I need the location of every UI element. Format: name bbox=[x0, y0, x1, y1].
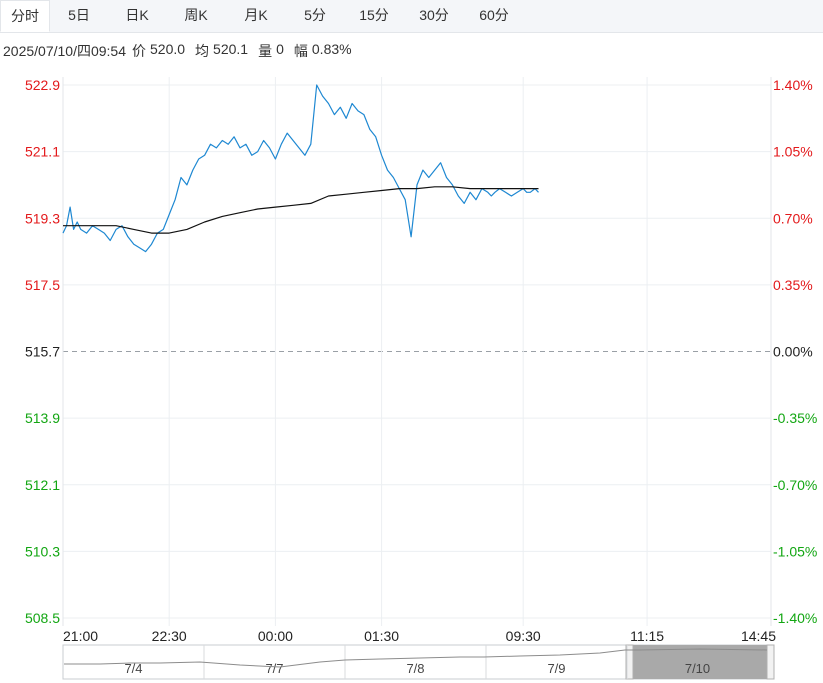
y-axis-label-right: -1.05% bbox=[773, 543, 817, 559]
tab-monthly-k[interactable]: 月K bbox=[244, 7, 268, 23]
y-axis-label-left: 522.9 bbox=[25, 77, 60, 93]
info-price-value: 520.0 bbox=[150, 41, 186, 57]
y-axis-label-right: 0.35% bbox=[773, 277, 813, 293]
y-axis-label-right: -0.70% bbox=[773, 477, 817, 493]
navigator-right-handle[interactable] bbox=[766, 644, 775, 680]
info-avg-value: 520.1 bbox=[213, 41, 249, 57]
y-axis-label-left: 513.9 bbox=[25, 410, 60, 426]
y-axis-label-left: 508.5 bbox=[25, 610, 60, 626]
info-avg-label: 均 bbox=[195, 43, 210, 59]
y-axis-label-right: 0.00% bbox=[773, 344, 813, 360]
info-volume-value: 0 bbox=[276, 41, 284, 57]
y-axis-label-right: -0.35% bbox=[773, 410, 817, 426]
average-price-line bbox=[63, 186, 539, 234]
quote-info-line: 2025/07/10/四09:54 价 520.0 均 520.1 量 0 幅 … bbox=[3, 41, 352, 61]
navigator-date-label: 7/7 bbox=[265, 661, 283, 676]
info-change-label: 幅 bbox=[293, 43, 308, 59]
tab-5min[interactable]: 5分 bbox=[304, 7, 326, 23]
navigator-date-label: 7/9 bbox=[547, 661, 565, 676]
y-axis-label-left: 521.1 bbox=[25, 144, 60, 160]
info-price-label: 价 bbox=[132, 43, 146, 59]
navigator-date-label: 7/8 bbox=[406, 661, 424, 676]
info-datetime: 2025/07/10/四09:54 bbox=[3, 43, 126, 59]
y-axis-label-left: 517.5 bbox=[25, 277, 60, 293]
y-axis-label-left: 515.7 bbox=[25, 344, 60, 360]
navigator-selected-range[interactable] bbox=[633, 645, 767, 679]
y-axis-label-right: 0.70% bbox=[773, 210, 813, 226]
tab-5day[interactable]: 5日 bbox=[68, 7, 90, 23]
price-line bbox=[62, 84, 539, 253]
y-axis-label-right: 1.40% bbox=[773, 77, 813, 93]
info-volume-label: 量 bbox=[258, 43, 273, 59]
tab-15min[interactable]: 15分 bbox=[359, 7, 389, 23]
x-axis-label: 01:30 bbox=[364, 628, 399, 644]
tab-60min[interactable]: 60分 bbox=[479, 7, 509, 23]
navigator-date-label: 7/10 bbox=[685, 661, 710, 676]
x-axis-label: 21:00 bbox=[63, 628, 98, 644]
tab-intraday[interactable]: 分时 bbox=[0, 0, 50, 32]
info-change-value: 0.83% bbox=[311, 41, 352, 57]
navigator-date-label: 7/4 bbox=[124, 661, 142, 676]
x-axis-label: 14:45 bbox=[741, 628, 776, 644]
tab-30min[interactable]: 30分 bbox=[419, 7, 449, 23]
y-axis-label-left: 519.3 bbox=[25, 210, 60, 226]
y-axis-label-right: -1.40% bbox=[773, 610, 817, 626]
y-axis-label-left: 512.1 bbox=[25, 477, 60, 493]
navigator-left-handle[interactable] bbox=[625, 644, 634, 680]
y-axis-label-left: 510.3 bbox=[25, 543, 60, 559]
x-axis-label: 11:15 bbox=[630, 628, 664, 644]
chart-period-tabs: 分时 5日 日K 周K 月K 5分 15分 30分 60分 bbox=[0, 0, 823, 33]
x-axis-label: 00:00 bbox=[258, 628, 293, 644]
tab-weekly-k[interactable]: 周K bbox=[184, 7, 208, 23]
x-axis-label: 09:30 bbox=[506, 628, 541, 644]
navigator-mini-trend bbox=[64, 648, 768, 668]
tab-daily-k[interactable]: 日K bbox=[125, 7, 149, 23]
x-axis-label: 22:30 bbox=[152, 628, 187, 644]
y-axis-label-right: 1.05% bbox=[773, 144, 813, 160]
